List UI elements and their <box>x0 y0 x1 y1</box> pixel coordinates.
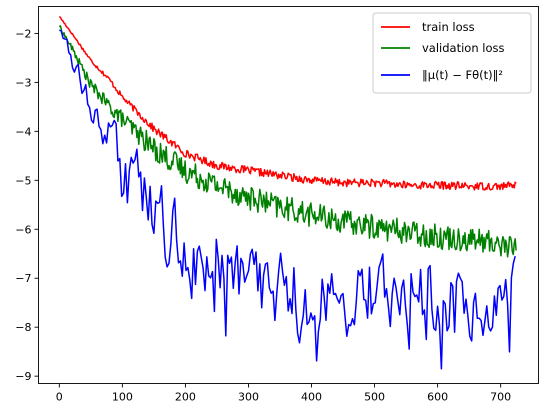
x-tick-label: 200 <box>175 391 196 404</box>
y-tick-label: −6 <box>15 223 31 236</box>
y-axis: −2 −3 −4 −5 −6 −7 −8 −9 <box>15 27 39 383</box>
legend-box <box>372 12 532 94</box>
series-line-validation-loss <box>58 25 517 258</box>
legend: train loss validation loss ‖μ(t) − Fθ(t)… <box>372 12 532 94</box>
x-tick-label: 0 <box>56 391 63 404</box>
x-tick-label: 300 <box>238 391 259 404</box>
y-tick-label: −5 <box>15 174 31 187</box>
y-tick-label: −3 <box>15 76 31 89</box>
x-tick-label: 500 <box>364 391 385 404</box>
x-axis: 0 100 200 300 400 500 600 700 <box>56 383 511 404</box>
y-tick-label: −4 <box>15 125 31 138</box>
legend-label-validation-loss: validation loss <box>422 41 505 55</box>
x-tick-label: 100 <box>112 391 133 404</box>
x-tick-label: 400 <box>301 391 322 404</box>
legend-label-train-loss: train loss <box>422 20 475 34</box>
plot-lines <box>58 15 517 370</box>
series-line-residual <box>59 29 516 370</box>
y-tick-label: −2 <box>15 27 31 40</box>
x-tick-label: 600 <box>427 391 448 404</box>
y-tick-label: −9 <box>15 370 31 383</box>
x-tick-label: 700 <box>490 391 511 404</box>
plot-frame <box>38 6 539 384</box>
legend-label-residual: ‖μ(t) − Fθ(t)‖² <box>422 68 503 82</box>
series-line-train-loss <box>58 15 517 191</box>
y-tick-label: −8 <box>15 321 31 334</box>
y-tick-label: −7 <box>15 272 31 285</box>
